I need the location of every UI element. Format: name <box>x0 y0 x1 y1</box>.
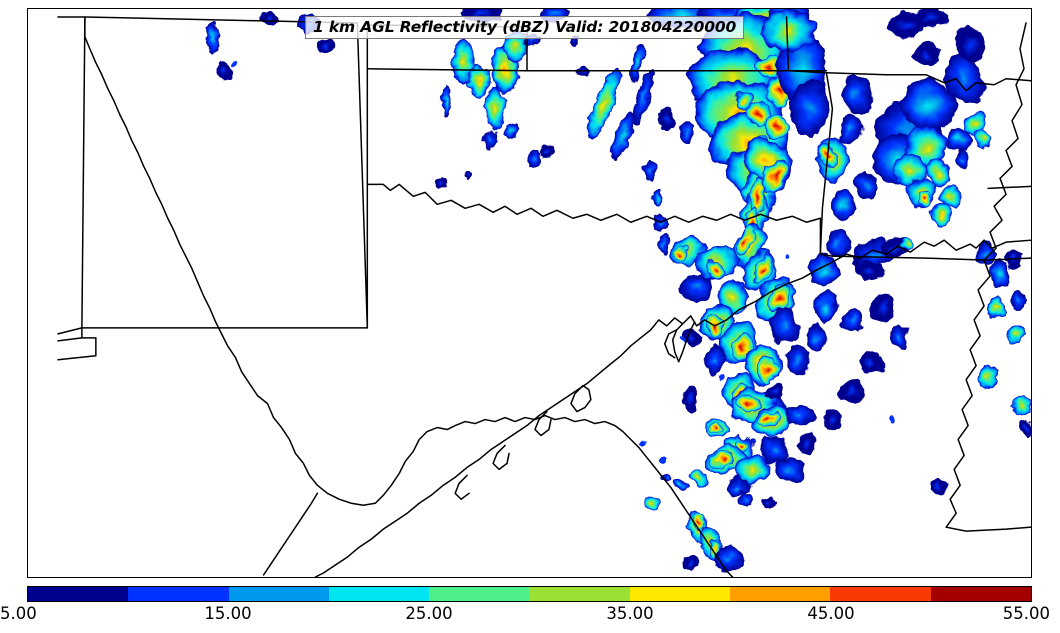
colorbar-segment-5-10-dbz <box>28 587 129 601</box>
echo-group-mississippi-valley <box>976 242 1031 436</box>
echo-group-louisiana <box>822 238 949 494</box>
geography-layer <box>57 16 1031 577</box>
mississippi-river <box>945 22 1027 528</box>
galveston-bay <box>671 321 696 363</box>
echo-group-line-central-ok <box>667 138 811 426</box>
colorbar-segment-25-30-dbz <box>429 587 530 601</box>
colorbar-segment-50-55-dbz <box>930 587 1031 601</box>
matagorda-bay <box>570 384 592 413</box>
echo-group-coastal-bend <box>682 492 775 574</box>
plot-title: 1 km AGL Reflectivity (dBZ) Valid: 20180… <box>305 16 745 39</box>
reflectivity-layer <box>205 9 1031 574</box>
echo-group-arkansas <box>870 26 992 225</box>
rio-grande <box>256 394 734 577</box>
colorbar-segment-30-35-dbz <box>529 587 630 601</box>
colorbar-tick-25: 25.00 <box>405 604 453 623</box>
echo-group-panhandle <box>435 29 588 191</box>
colorbar-segment-15-20-dbz <box>228 587 329 601</box>
colorbar-segment-35-40-dbz <box>629 587 731 601</box>
colorbar-segment-40-45-dbz <box>730 587 831 601</box>
border-new-mexico <box>57 16 86 335</box>
echo-group-upper-texas-coast <box>644 385 817 511</box>
border-arkansas-south <box>831 255 1031 261</box>
colorbar-gradient <box>27 586 1032 602</box>
border-arkansas-north <box>825 72 1031 92</box>
colorbar-tick-35: 35.00 <box>606 604 654 623</box>
colorbar-segment-10-15-dbz <box>128 587 229 601</box>
colorbar-tick-labels: 5.00 15.00 25.00 35.00 45.00 55.00 <box>0 604 1050 628</box>
map-panel <box>27 8 1032 578</box>
colorbar-segment-45-50-dbz <box>830 587 931 601</box>
gulf-coastline <box>314 239 1031 577</box>
colorbar-tick-5: 5.00 <box>0 604 37 623</box>
colorbar-tick-15: 15.00 <box>204 604 252 623</box>
colorbar: 5.00 15.00 25.00 35.00 45.00 55.00 <box>0 586 1050 628</box>
echo-group-main-convective-line <box>688 9 830 240</box>
colorbar-tick-55: 55.00 <box>1002 604 1050 623</box>
colorbar-segment-20-25-dbz <box>328 587 430 601</box>
echo-group-east-oklahoma <box>806 74 909 376</box>
echo-group-specks <box>639 255 896 464</box>
border-red-river <box>366 183 822 223</box>
border-kansas-missouri <box>785 16 790 72</box>
colorbar-tick-45: 45.00 <box>807 604 855 623</box>
